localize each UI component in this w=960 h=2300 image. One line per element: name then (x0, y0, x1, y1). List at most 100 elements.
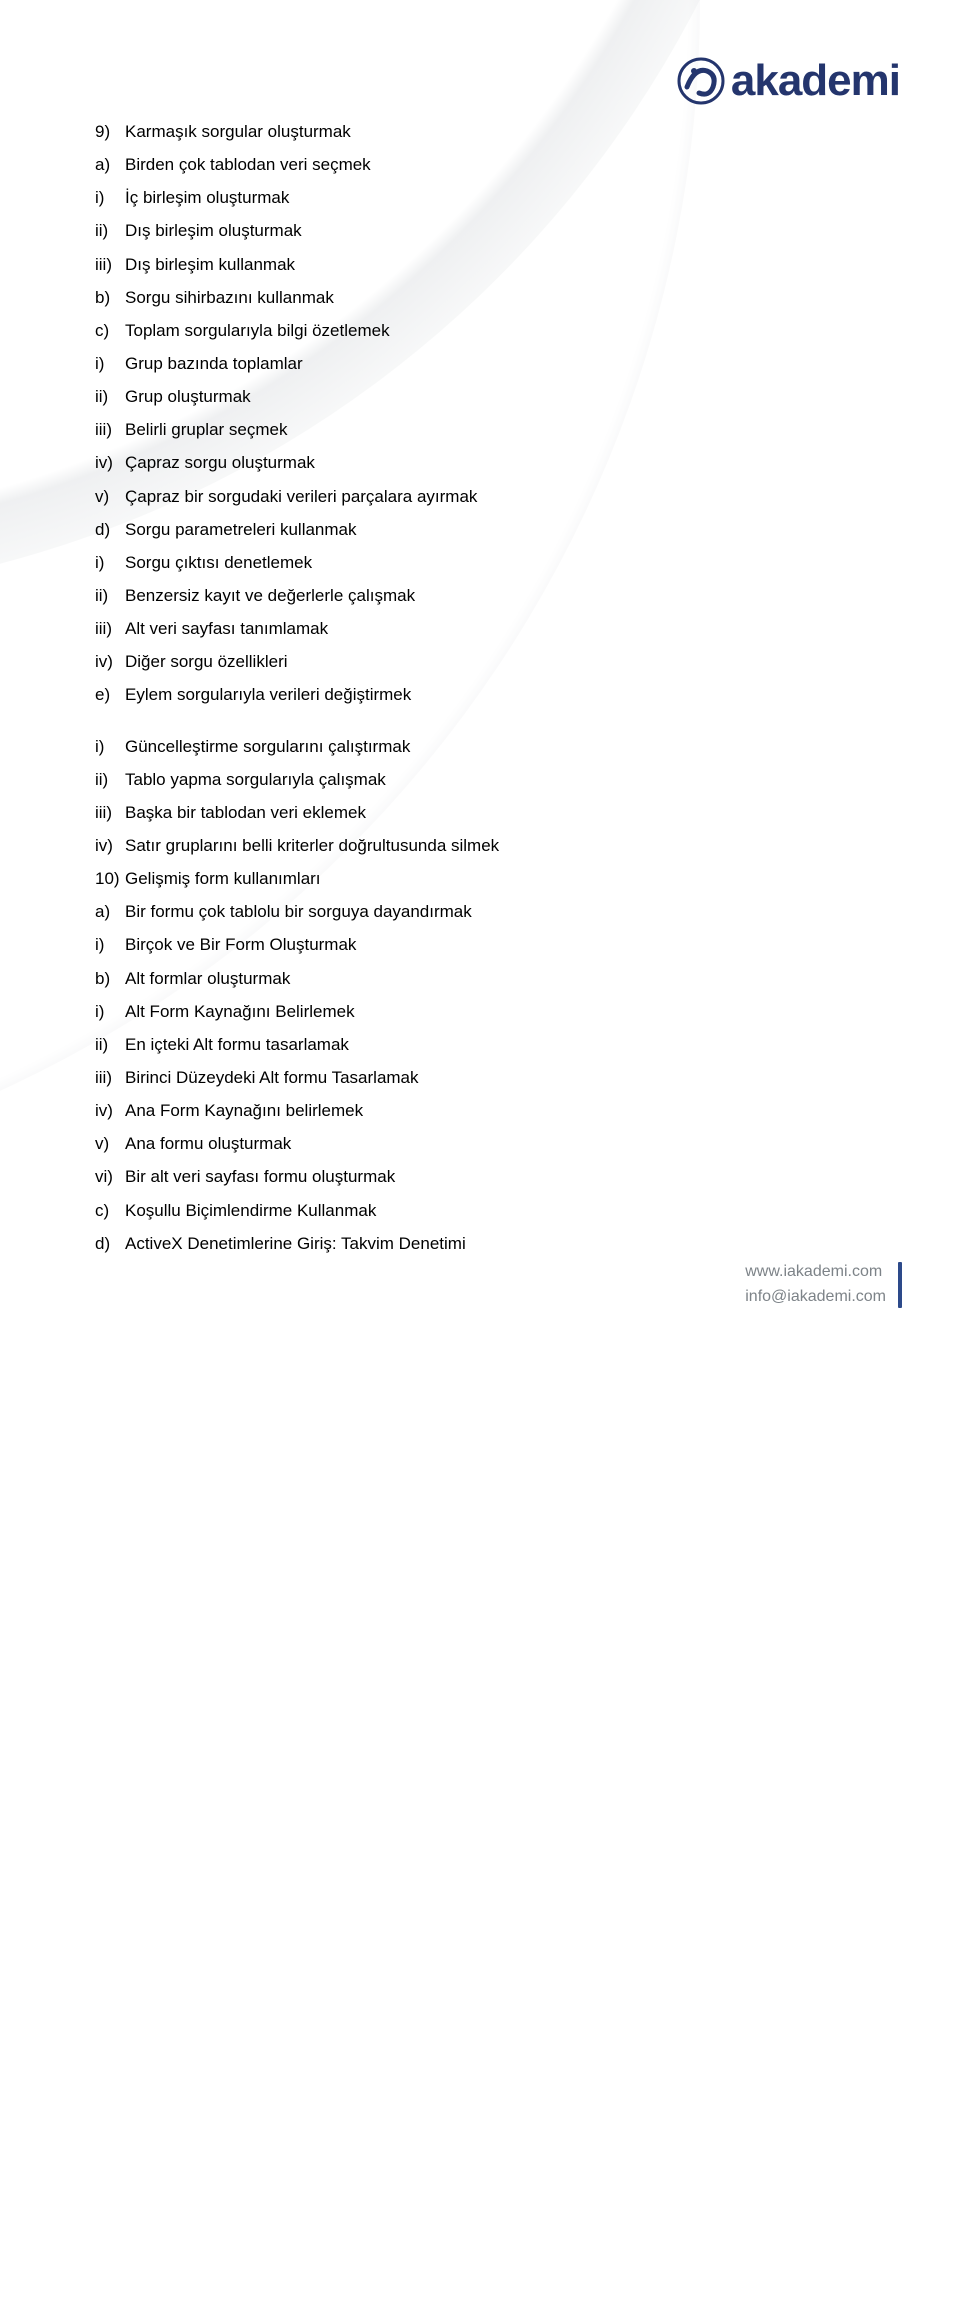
outline-marker: iv) (95, 446, 123, 479)
outline-text: Grup oluşturmak (125, 387, 251, 406)
outline-marker: a) (95, 148, 123, 181)
outline-item: iii)Dış birleşim kullanmak (95, 248, 875, 281)
outline-item: b)Alt formlar oluşturmak (95, 962, 875, 995)
outline-text: ActiveX Denetimlerine Giriş: Takvim Dene… (125, 1234, 466, 1253)
outline-marker: b) (95, 281, 123, 314)
outline-item: b)Sorgu sihirbazını kullanmak (95, 281, 875, 314)
outline-text: Başka bir tablodan veri eklemek (125, 803, 366, 822)
outline-text: Güncelleştirme sorgularını çalıştırmak (125, 737, 410, 756)
outline-item: i)Birçok ve Bir Form Oluşturmak (95, 928, 875, 961)
outline-marker: d) (95, 1227, 123, 1260)
outline-text: Diğer sorgu özellikleri (125, 652, 288, 671)
outline-text: Bir alt veri sayfası formu oluşturmak (125, 1167, 395, 1186)
outline-marker: i) (95, 181, 123, 214)
outline-marker: vi) (95, 1160, 123, 1193)
outline-marker: ii) (95, 763, 123, 796)
outline-item: a)Bir formu çok tablolu bir sorguya daya… (95, 895, 875, 928)
outline-text: Alt formlar oluşturmak (125, 969, 290, 988)
outline-item: 10)Gelişmiş form kullanımları (95, 862, 875, 895)
outline-item: iv)Diğer sorgu özellikleri (95, 645, 875, 678)
outline-item: iv)Ana Form Kaynağını belirlemek (95, 1094, 875, 1127)
logo-text: akademi (731, 56, 900, 106)
outline-item: 9)Karmaşık sorgular oluşturmak (95, 115, 875, 148)
outline-item: v)Ana formu oluşturmak (95, 1127, 875, 1160)
outline-item: v)Çapraz bir sorgudaki verileri parçalar… (95, 480, 875, 513)
outline-text: Birçok ve Bir Form Oluşturmak (125, 935, 356, 954)
footer: www.iakademi.com info@iakademi.com (745, 1260, 902, 1310)
outline-text: Karmaşık sorgular oluşturmak (125, 122, 351, 141)
outline-item: i)İç birleşim oluşturmak (95, 181, 875, 214)
outline-marker: 9) (95, 115, 123, 148)
outline-item: vi)Bir alt veri sayfası formu oluşturmak (95, 1160, 875, 1193)
outline-text: Grup bazında toplamlar (125, 354, 303, 373)
outline-text: Ana Form Kaynağını belirlemek (125, 1101, 363, 1120)
footer-accent-bar (898, 1262, 902, 1308)
outline-text: Dış birleşim oluşturmak (125, 221, 302, 240)
outline-item: iii)Belirli gruplar seçmek (95, 413, 875, 446)
outline-text: Alt Form Kaynağını Belirlemek (125, 1002, 355, 1021)
outline-marker: ii) (95, 380, 123, 413)
outline-item: c)Koşullu Biçimlendirme Kullanmak (95, 1194, 875, 1227)
outline-item: d)Sorgu parametreleri kullanmak (95, 513, 875, 546)
footer-email: info@iakademi.com (745, 1285, 886, 1310)
outline-text: Eylem sorgularıyla verileri değiştirmek (125, 685, 411, 704)
outline-marker: iv) (95, 645, 123, 678)
outline-text: Birinci Düzeydeki Alt formu Tasarlamak (125, 1068, 419, 1087)
outline-text: Toplam sorgularıyla bilgi özetlemek (125, 321, 390, 340)
outline-list: 9)Karmaşık sorgular oluşturmaka)Birden ç… (95, 115, 875, 1260)
outline-marker: i) (95, 730, 123, 763)
outline-item: iii)Birinci Düzeydeki Alt formu Tasarlam… (95, 1061, 875, 1094)
outline-marker: iii) (95, 796, 123, 829)
outline-item: e)Eylem sorgularıyla verileri değiştirme… (95, 678, 875, 711)
outline-marker: iii) (95, 612, 123, 645)
outline-marker: v) (95, 1127, 123, 1160)
outline-item: c)Toplam sorgularıyla bilgi özetlemek (95, 314, 875, 347)
outline-text: Benzersiz kayıt ve değerlerle çalışmak (125, 586, 415, 605)
outline-marker: v) (95, 480, 123, 513)
outline-item: i)Sorgu çıktısı denetlemek (95, 546, 875, 579)
outline-item: d)ActiveX Denetimlerine Giriş: Takvim De… (95, 1227, 875, 1260)
outline-marker: b) (95, 962, 123, 995)
outline-marker: i) (95, 546, 123, 579)
outline-text: Gelişmiş form kullanımları (125, 869, 321, 888)
outline-item: a)Birden çok tablodan veri seçmek (95, 148, 875, 181)
outline-text: Dış birleşim kullanmak (125, 255, 295, 274)
outline-text: Sorgu parametreleri kullanmak (125, 520, 357, 539)
outline-marker: ii) (95, 214, 123, 247)
outline-marker: iii) (95, 413, 123, 446)
outline-item: i)Güncelleştirme sorgularını çalıştırmak (95, 730, 875, 763)
outline-text: Sorgu sihirbazını kullanmak (125, 288, 334, 307)
outline-item: ii)Benzersiz kayıt ve değerlerle çalışma… (95, 579, 875, 612)
outline-text: Satır gruplarını belli kriterler doğrult… (125, 836, 499, 855)
outline-text: Ana formu oluşturmak (125, 1134, 291, 1153)
outline-marker: c) (95, 1194, 123, 1227)
logo-icon (677, 57, 725, 105)
outline-marker: 10) (95, 862, 123, 895)
outline-marker: c) (95, 314, 123, 347)
outline-marker: iv) (95, 1094, 123, 1127)
outline-marker: d) (95, 513, 123, 546)
outline-marker: ii) (95, 579, 123, 612)
outline-marker: i) (95, 347, 123, 380)
outline-text: Alt veri sayfası tanımlamak (125, 619, 328, 638)
outline-item: i)Alt Form Kaynağını Belirlemek (95, 995, 875, 1028)
outline-item: iii)Alt veri sayfası tanımlamak (95, 612, 875, 645)
outline-text: Tablo yapma sorgularıyla çalışmak (125, 770, 386, 789)
outline-text: Çapraz bir sorgudaki verileri parçalara … (125, 487, 477, 506)
outline-marker: ii) (95, 1028, 123, 1061)
outline-item: iv)Çapraz sorgu oluşturmak (95, 446, 875, 479)
outline-text: En içteki Alt formu tasarlamak (125, 1035, 349, 1054)
outline-marker: a) (95, 895, 123, 928)
outline-marker: i) (95, 995, 123, 1028)
outline-text: Belirli gruplar seçmek (125, 420, 288, 439)
outline-item: ii)En içteki Alt formu tasarlamak (95, 1028, 875, 1061)
outline-text: Sorgu çıktısı denetlemek (125, 553, 312, 572)
outline-text: Koşullu Biçimlendirme Kullanmak (125, 1201, 376, 1220)
outline-marker: iii) (95, 248, 123, 281)
outline-item: ii)Grup oluşturmak (95, 380, 875, 413)
outline-item: iv)Satır gruplarını belli kriterler doğr… (95, 829, 875, 862)
outline-item: ii)Tablo yapma sorgularıyla çalışmak (95, 763, 875, 796)
outline-item: iii)Başka bir tablodan veri eklemek (95, 796, 875, 829)
logo: akademi (677, 56, 900, 106)
outline-text: Bir formu çok tablolu bir sorguya dayand… (125, 902, 472, 921)
